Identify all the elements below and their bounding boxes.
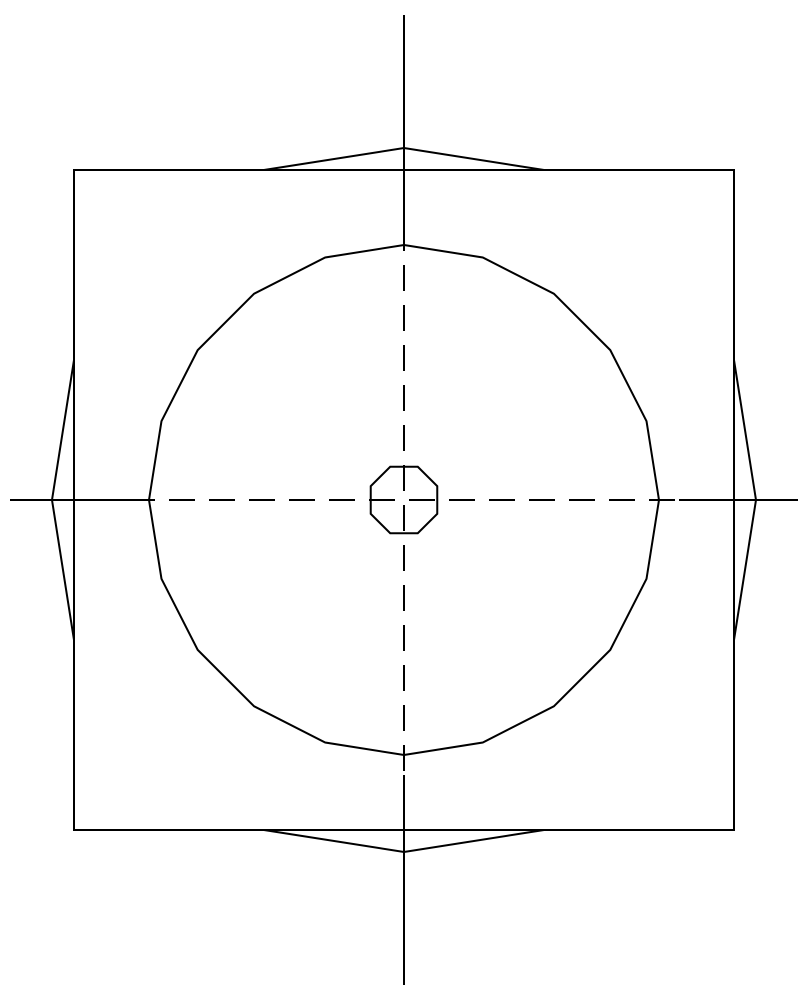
technical-drawing [0,0,808,1000]
diagram-canvas [0,0,808,1000]
